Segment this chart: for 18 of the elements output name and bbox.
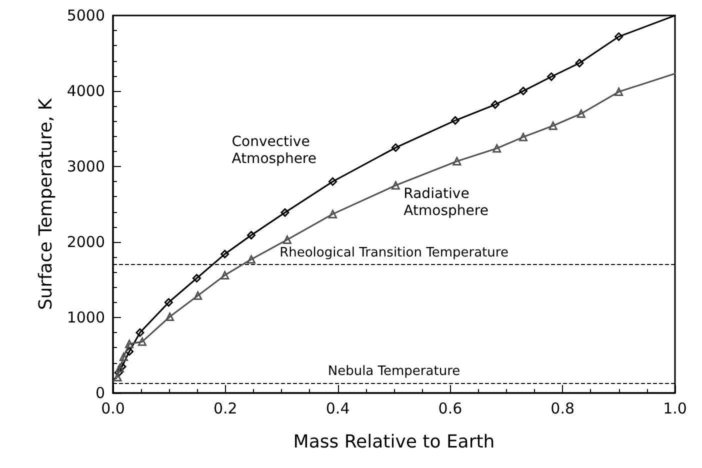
x-tick-label: 0.4 xyxy=(326,400,350,418)
x-tick-label: 0.8 xyxy=(550,400,575,418)
y-tick-label: 4000 xyxy=(66,82,105,100)
y-tick-label: 3000 xyxy=(66,158,105,176)
y-tick-label: 1000 xyxy=(66,308,105,326)
x-tick-label: 0.2 xyxy=(213,400,238,418)
series-label: Radiative Atmosphere xyxy=(404,186,488,219)
y-axis-title: Surface Temperature, K xyxy=(36,97,56,310)
x-tick-label: 0.0 xyxy=(101,400,125,418)
y-tick-label: 0 xyxy=(95,384,105,402)
series-label: Convective Atmosphere xyxy=(232,134,317,168)
ref-line-label: Rheological Transition Temperature xyxy=(280,246,508,261)
x-tick-label: 0.6 xyxy=(438,400,462,418)
x-tick-label: 1.0 xyxy=(663,400,687,418)
ref-line-label: Nebula Temperature xyxy=(328,364,460,380)
y-tick-label: 5000 xyxy=(66,6,105,24)
x-axis-title: Mass Relative to Earth xyxy=(293,432,495,452)
y-tick-label: 2000 xyxy=(66,233,105,251)
